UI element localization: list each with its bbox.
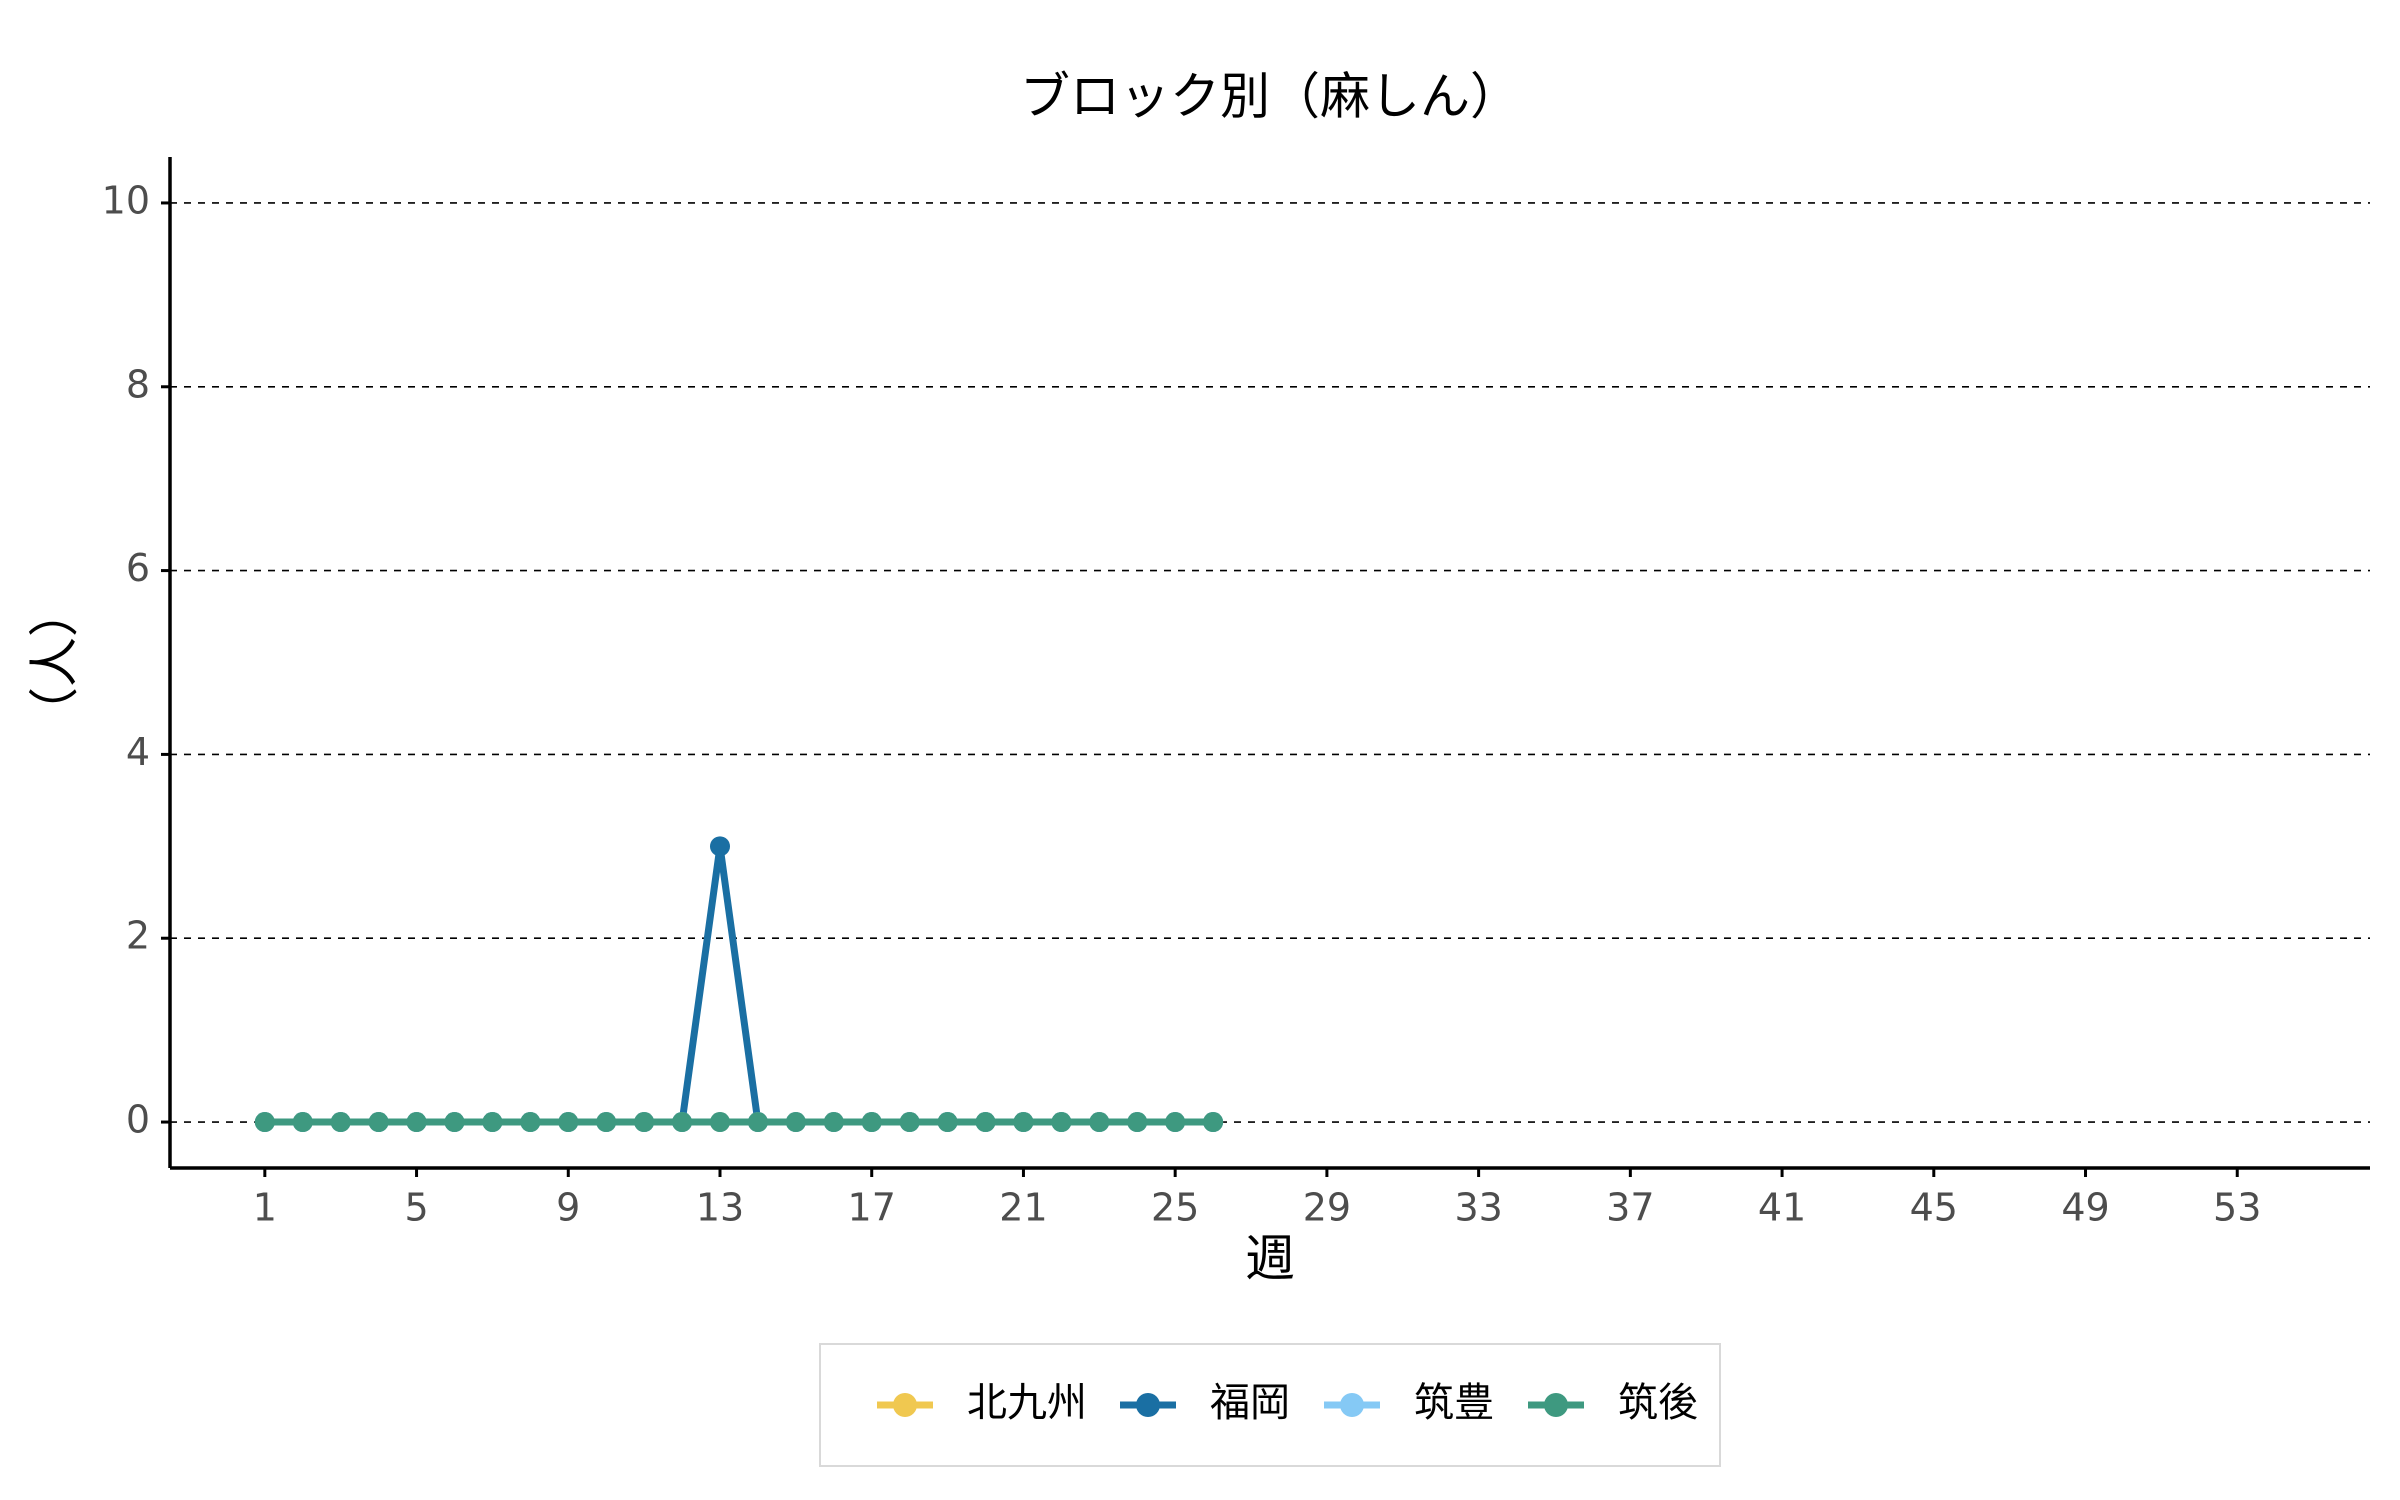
y-axis-title: （人）: [26, 587, 84, 737]
legend-item: 福岡: [1120, 1380, 1290, 1426]
x-tick-label: 25: [1151, 1186, 1199, 1230]
y-tick-label: 8: [126, 362, 150, 406]
data-point: [747, 1112, 768, 1133]
data-point: [1089, 1112, 1110, 1133]
legend-label: 北九州: [967, 1380, 1087, 1426]
legend-swatch-marker: [893, 1393, 917, 1417]
legend-item: 北九州: [877, 1380, 1087, 1426]
x-tick-label: 21: [999, 1186, 1047, 1230]
data-point: [292, 1112, 313, 1133]
data-point: [1013, 1112, 1034, 1133]
legend-label: 筑後: [1618, 1380, 1698, 1426]
chart-title: ブロック別（麻しん）: [1020, 68, 1520, 126]
y-ticks: 0 2 4 6 8 10: [102, 178, 170, 1142]
x-tick-label: 13: [696, 1186, 744, 1230]
x-axis-title: 週: [1245, 1230, 1295, 1288]
x-tick-label: 45: [1910, 1186, 1958, 1230]
data-point: [330, 1112, 351, 1133]
x-tick-label: 29: [1303, 1186, 1351, 1230]
data-point: [710, 836, 730, 857]
x-tick-label: 53: [2213, 1186, 2261, 1230]
x-tick-label: 49: [2061, 1186, 2109, 1230]
data-point: [861, 1112, 882, 1133]
data-point: [710, 1112, 730, 1133]
x-tick-label: 37: [1606, 1186, 1654, 1230]
x-tick-label: 41: [1758, 1186, 1806, 1230]
legend-items: 北九州 福岡 筑豊 筑後: [877, 1380, 1698, 1426]
legend-swatch-marker: [1136, 1393, 1160, 1417]
data-point: [975, 1112, 996, 1133]
legend-label: 筑豊: [1414, 1380, 1494, 1426]
data-point: [634, 1112, 655, 1133]
data-point: [937, 1112, 958, 1133]
y-tick-label: 10: [102, 178, 150, 222]
y-tick-label: 4: [126, 730, 150, 774]
series-4: [254, 1112, 1224, 1133]
data-point: [899, 1112, 920, 1133]
legend-swatch-marker: [1340, 1393, 1364, 1417]
x-tick-label: 17: [848, 1186, 896, 1230]
legend: 北九州 福岡 筑豊 筑後: [819, 1343, 1721, 1467]
x-tick-label: 5: [404, 1186, 428, 1230]
legend-swatch-marker: [1544, 1393, 1568, 1417]
data-point: [1051, 1112, 1072, 1133]
legend-item: 筑豊: [1324, 1380, 1494, 1426]
data-point: [406, 1112, 427, 1133]
y-tick-label: 0: [126, 1098, 150, 1142]
x-ticks: 1 5 9 13 17 21 25 29 33 37 41 45 49 53: [253, 1168, 2261, 1230]
data-point: [444, 1112, 465, 1133]
legend-item: 筑後: [1528, 1380, 1698, 1426]
data-point: [785, 1112, 806, 1133]
axes: [168, 157, 2370, 1170]
data-point: [368, 1112, 389, 1133]
data-point: [596, 1112, 617, 1133]
y-tick-label: 2: [126, 914, 150, 958]
data-point: [1165, 1112, 1186, 1133]
data-point: [672, 1112, 693, 1133]
data-point: [1127, 1112, 1148, 1133]
data-point: [520, 1112, 541, 1133]
data-point: [254, 1112, 275, 1133]
x-tick-label: 9: [556, 1186, 580, 1230]
x-tick-label: 33: [1454, 1186, 1502, 1230]
data-point: [823, 1112, 844, 1133]
series: [254, 836, 1224, 1133]
y-tick-label: 6: [126, 546, 150, 590]
x-tick-label: 1: [253, 1186, 277, 1230]
data-point: [1203, 1112, 1224, 1133]
data-point: [482, 1112, 503, 1133]
data-point: [558, 1112, 579, 1133]
legend-label: 福岡: [1210, 1380, 1290, 1426]
